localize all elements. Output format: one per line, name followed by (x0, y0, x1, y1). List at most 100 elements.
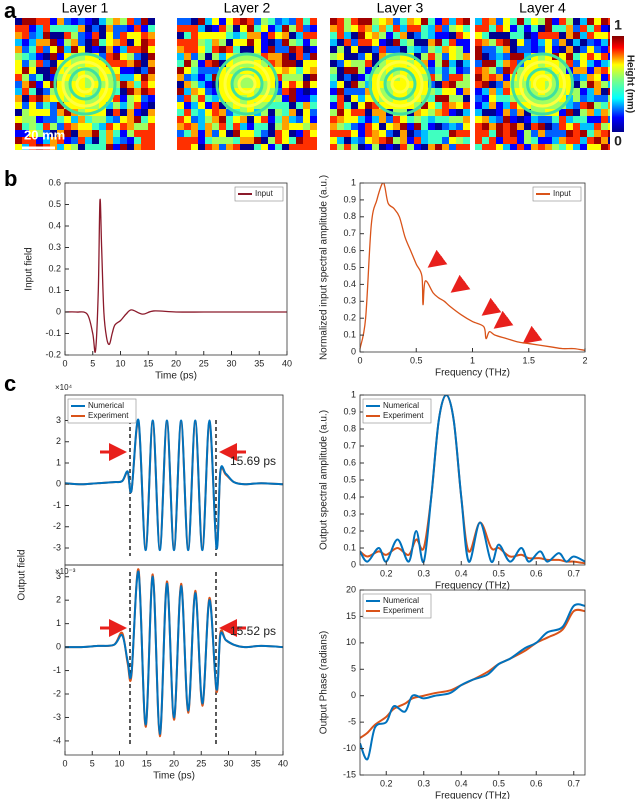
height-pixel (573, 67, 580, 74)
height-pixel (475, 88, 482, 95)
x-tick-label: 1 (470, 355, 475, 365)
height-pixel (552, 25, 559, 32)
height-pixel (435, 46, 442, 53)
height-pixel (29, 81, 36, 88)
height-pixel (233, 25, 240, 32)
height-pixel (449, 102, 456, 109)
height-pixel (36, 109, 43, 116)
height-pixel (330, 144, 337, 150)
height-pixel (296, 74, 303, 81)
height-pixel (50, 81, 57, 88)
height-pixel (64, 116, 71, 123)
height-pixel (268, 123, 275, 130)
height-pixel (92, 32, 99, 39)
height-pixel (85, 81, 92, 88)
height-pixel (559, 81, 566, 88)
height-pixel (177, 130, 184, 137)
height-pixel (29, 25, 36, 32)
height-pixel (268, 81, 275, 88)
height-pixel (545, 18, 552, 25)
height-pixel (289, 39, 296, 46)
height-pixel (219, 53, 226, 60)
height-pixel (587, 95, 594, 102)
height-pixel (64, 39, 71, 46)
height-pixel (148, 81, 155, 88)
height-pixel (573, 53, 580, 60)
height-pixel (524, 88, 531, 95)
x-tick-label: 1.5 (522, 355, 535, 365)
height-pixel (496, 25, 503, 32)
height-pixel (449, 130, 456, 137)
height-pixel (310, 32, 317, 39)
height-pixel (113, 74, 120, 81)
height-pixel (463, 116, 470, 123)
height-pixel (449, 137, 456, 144)
height-pixel (205, 109, 212, 116)
height-pixel (275, 95, 282, 102)
layer-title: Layer 1 (62, 0, 109, 16)
height-pixel (310, 130, 317, 137)
height-pixel (50, 53, 57, 60)
height-pixel (407, 88, 414, 95)
height-pixel (127, 102, 134, 109)
height-pixel (127, 32, 134, 39)
height-pixel (134, 123, 141, 130)
height-pixel (268, 130, 275, 137)
height-pixel (601, 74, 608, 81)
height-pixel (226, 25, 233, 32)
height-pixel (365, 25, 372, 32)
y-tick-label: 0.8 (343, 211, 356, 221)
height-pixel (573, 60, 580, 67)
height-pixel (296, 60, 303, 67)
height-pixel (219, 123, 226, 130)
ring (68, 67, 102, 101)
height-pixel (198, 130, 205, 137)
height-pixel (57, 67, 64, 74)
height-pixel (552, 123, 559, 130)
height-pixel (15, 109, 22, 116)
height-pixel (78, 39, 85, 46)
height-pixel (386, 25, 393, 32)
height-pixel (503, 53, 510, 60)
height-pixel (22, 18, 29, 25)
x-tick-label: 0 (62, 358, 67, 368)
height-pixel (594, 123, 601, 130)
height-pixel (587, 144, 594, 150)
height-pixel (566, 46, 573, 53)
height-pixel (351, 18, 358, 25)
height-pixel (496, 123, 503, 130)
height-pixel (608, 109, 610, 116)
height-pixel (15, 123, 22, 130)
x-tick-label: 0 (62, 758, 67, 768)
height-pixel (552, 102, 559, 109)
height-pixel (400, 144, 407, 150)
height-pixel (442, 144, 449, 150)
height-pixel (442, 67, 449, 74)
height-pixel (71, 144, 78, 150)
height-pixel (496, 102, 503, 109)
y-tick-label: 0.6 (343, 245, 356, 255)
height-pixel (310, 53, 317, 60)
height-pixel (351, 32, 358, 39)
height-pixel (240, 46, 247, 53)
height-pixel (421, 130, 428, 137)
height-pixel (552, 116, 559, 123)
height-pixel (205, 88, 212, 95)
height-pixel (198, 39, 205, 46)
height-pixel (463, 88, 470, 95)
height-pixel (330, 88, 337, 95)
height-pixel (475, 46, 482, 53)
height-pixel (120, 130, 127, 137)
height-pixel (289, 109, 296, 116)
height-pixel (475, 67, 482, 74)
height-pixel (310, 137, 317, 144)
height-pixel (113, 60, 120, 67)
height-pixel (275, 39, 282, 46)
height-pixel (148, 102, 155, 109)
height-pixel (358, 53, 365, 60)
x-tick-label: 10 (114, 758, 124, 768)
height-pixel (226, 137, 233, 144)
height-pixel (289, 81, 296, 88)
height-pixel (337, 137, 344, 144)
